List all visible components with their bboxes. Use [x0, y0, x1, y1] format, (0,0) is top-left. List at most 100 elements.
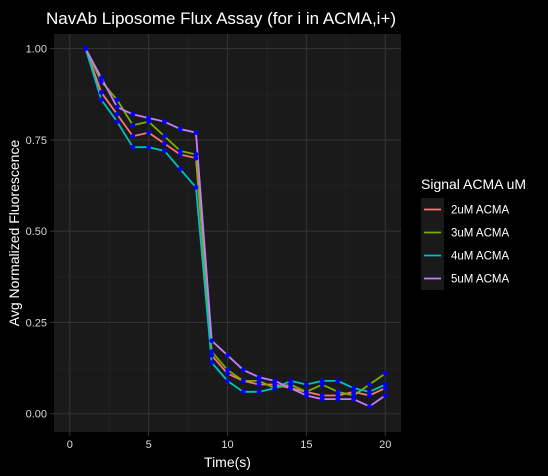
series-line-4um-acma [84, 48, 386, 393]
data-point-4um-acma [382, 382, 388, 387]
data-point-5um-acma [382, 393, 388, 398]
data-point-5um-acma [162, 119, 167, 125]
data-point-3um-acma [303, 389, 309, 395]
x-tick-label: 0 [67, 439, 73, 451]
data-point-4um-acma [114, 119, 120, 125]
x-tick-label: 20 [379, 439, 391, 451]
data-point-4um-acma [319, 378, 325, 384]
series-points [83, 46, 388, 409]
data-point-4um-acma [177, 166, 183, 172]
data-point-3um-acma [382, 371, 388, 376]
y-axis-title: Avg Normalized Fluorescence [6, 140, 22, 327]
data-point-4um-acma [193, 184, 199, 190]
data-point-2um-acma [335, 393, 341, 398]
data-point-5um-acma [288, 385, 293, 391]
data-point-2um-acma [272, 382, 278, 387]
data-point-5um-acma [209, 338, 215, 344]
series-line-3um-acma [84, 48, 386, 397]
legend-label-4um-acma: 4uM ACMA [451, 251, 509, 263]
data-point-4um-acma [240, 389, 246, 395]
data-point-3um-acma [98, 79, 104, 84]
data-point-4um-acma [146, 144, 152, 150]
data-point-2um-acma [193, 155, 199, 161]
legend-label-5um-acma: 5uM ACMA [451, 274, 509, 286]
data-point-2um-acma [177, 152, 183, 157]
data-point-4um-acma [288, 378, 293, 384]
data-point-3um-acma [193, 152, 199, 157]
series-lines [84, 48, 386, 408]
data-point-2um-acma [114, 111, 120, 117]
data-point-3um-acma [335, 389, 341, 395]
data-point-4um-acma [272, 385, 278, 391]
data-point-5um-acma [114, 104, 120, 110]
data-point-5um-acma [335, 396, 341, 402]
data-point-3um-acma [240, 378, 246, 384]
series-line-2um-acma [84, 48, 386, 397]
major-gridlines [54, 34, 401, 432]
data-point-5um-acma [98, 75, 104, 81]
data-point-2um-acma [367, 393, 372, 398]
x-axis: 0 5 10 15 20 [67, 432, 391, 451]
data-point-5um-acma [177, 126, 183, 132]
data-point-5um-acma [225, 352, 230, 358]
data-point-5um-acma [240, 367, 246, 373]
data-point-3um-acma [225, 367, 230, 373]
data-point-4um-acma [335, 378, 341, 384]
y-tick-label: 0.00 [26, 409, 47, 421]
legend-items: 2uM ACMA 3uM ACMA 4uM ACMA 5uM ACMA [421, 198, 509, 290]
data-point-5um-acma [193, 130, 199, 135]
data-point-2um-acma [351, 389, 357, 395]
x-tick-label: 5 [146, 439, 152, 451]
x-axis-title: Time(s) [204, 454, 251, 470]
legend: Signal ACMA uM 2uM ACMA 3uM ACMA 4uM ACMA 5… [421, 176, 526, 290]
data-point-5um-acma [83, 46, 88, 52]
data-point-3um-acma [288, 382, 293, 387]
data-point-2um-acma [209, 352, 215, 358]
data-point-4um-acma [98, 97, 104, 103]
data-point-5um-acma [272, 378, 278, 384]
data-point-4um-acma [367, 389, 372, 395]
data-point-2um-acma [225, 371, 230, 376]
data-point-2um-acma [256, 382, 262, 387]
x-tick-label: 10 [221, 439, 233, 451]
y-tick-label: 0.25 [26, 317, 47, 329]
legend-label-3um-acma: 3uM ACMA [451, 228, 509, 240]
data-point-5um-acma [146, 115, 152, 121]
series-line-5um-acma [84, 48, 386, 408]
data-point-3um-acma [162, 133, 167, 139]
data-point-3um-acma [146, 119, 152, 125]
data-point-3um-acma [367, 382, 372, 387]
data-point-4um-acma [256, 389, 262, 395]
legend-title: Signal ACMA uM [421, 176, 526, 192]
y-tick-label: 1.00 [26, 44, 47, 56]
y-tick-label: 0.75 [26, 135, 47, 147]
data-point-5um-acma [367, 404, 372, 409]
data-point-2um-acma [130, 133, 136, 139]
data-point-3um-acma [130, 122, 136, 128]
data-point-4um-acma [303, 382, 309, 387]
data-point-3um-acma [177, 148, 183, 154]
data-point-3um-acma [319, 382, 325, 387]
data-point-5um-acma [351, 396, 357, 402]
data-point-5um-acma [303, 393, 309, 398]
data-point-4um-acma [351, 385, 357, 391]
data-point-4um-acma [162, 148, 167, 154]
data-point-3um-acma [114, 97, 120, 103]
y-axis: 0.00 0.25 0.50 0.75 1.00 [26, 44, 54, 421]
data-point-4um-acma [130, 144, 136, 150]
data-point-4um-acma [225, 378, 230, 384]
legend-label-2um-acma: 2uM ACMA [451, 205, 509, 217]
data-point-2um-acma [146, 130, 152, 135]
data-point-3um-acma [256, 378, 262, 384]
data-point-3um-acma [351, 393, 357, 398]
chart-title: NavAb Liposome Flux Assay (for i in ACMA… [46, 9, 396, 28]
data-point-3um-acma [209, 349, 215, 355]
data-point-5um-acma [256, 374, 262, 380]
data-point-2um-acma [98, 90, 104, 95]
data-point-2um-acma [319, 393, 325, 398]
data-point-2um-acma [162, 141, 167, 146]
data-point-4um-acma [209, 360, 215, 366]
data-point-5um-acma [319, 396, 325, 402]
x-tick-label: 15 [300, 439, 312, 451]
